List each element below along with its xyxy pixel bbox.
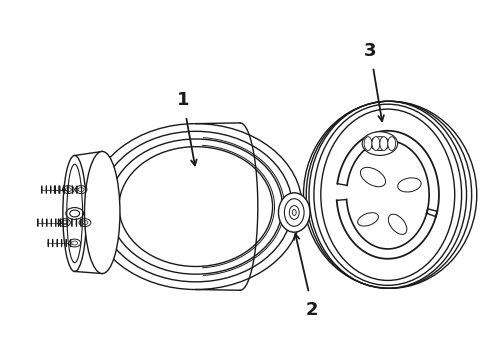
Ellipse shape: [63, 186, 64, 194]
Ellipse shape: [61, 239, 62, 247]
Ellipse shape: [122, 149, 270, 264]
Text: 1: 1: [177, 91, 189, 109]
Ellipse shape: [364, 137, 372, 150]
Ellipse shape: [70, 239, 71, 247]
Ellipse shape: [55, 219, 56, 226]
Ellipse shape: [80, 219, 81, 226]
Ellipse shape: [55, 186, 56, 194]
Ellipse shape: [63, 156, 86, 271]
Ellipse shape: [388, 137, 395, 150]
Ellipse shape: [362, 132, 397, 156]
Ellipse shape: [48, 239, 49, 247]
Ellipse shape: [289, 206, 299, 219]
Ellipse shape: [68, 186, 69, 194]
Ellipse shape: [52, 239, 53, 247]
Ellipse shape: [84, 152, 120, 274]
Ellipse shape: [76, 219, 77, 226]
Ellipse shape: [58, 219, 59, 226]
Ellipse shape: [372, 137, 380, 150]
Ellipse shape: [72, 219, 73, 226]
Ellipse shape: [309, 101, 466, 288]
Ellipse shape: [51, 219, 52, 226]
Ellipse shape: [59, 186, 60, 194]
Text: 3: 3: [364, 42, 376, 60]
Ellipse shape: [64, 186, 65, 194]
Ellipse shape: [278, 193, 310, 232]
Ellipse shape: [46, 186, 47, 194]
Text: 2: 2: [306, 301, 318, 319]
Ellipse shape: [72, 186, 73, 194]
Ellipse shape: [42, 219, 43, 226]
Ellipse shape: [76, 186, 77, 194]
Ellipse shape: [67, 219, 68, 226]
Ellipse shape: [284, 199, 304, 226]
Ellipse shape: [67, 164, 82, 263]
Ellipse shape: [66, 239, 67, 247]
Ellipse shape: [54, 186, 55, 194]
Ellipse shape: [321, 109, 455, 280]
Ellipse shape: [60, 219, 61, 226]
Ellipse shape: [380, 137, 388, 150]
Ellipse shape: [50, 186, 51, 194]
